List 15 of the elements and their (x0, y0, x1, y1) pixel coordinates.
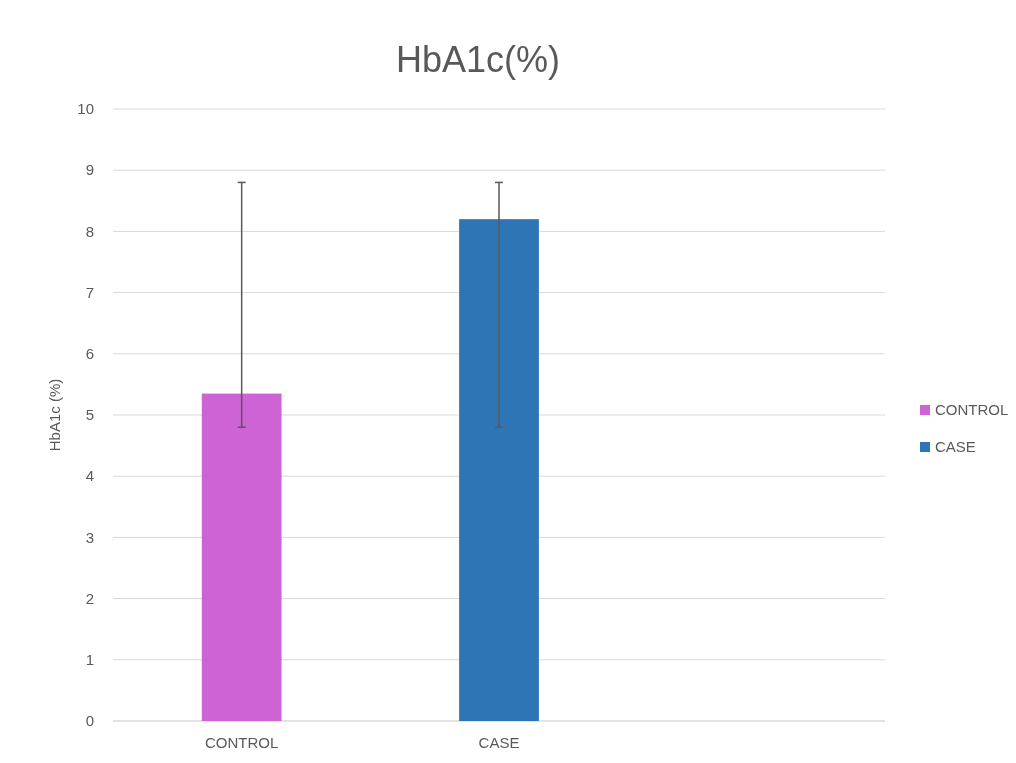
y-axis-title: HbA1c (%) (46, 378, 63, 452)
chart-title: HbA1c(%) (395, 39, 561, 80)
legend-label: CONTROL (935, 401, 1009, 419)
y-tick-label: 10 (77, 100, 94, 118)
legend-label: CASE (935, 438, 976, 456)
y-tick-label: 4 (85, 467, 94, 485)
y-tick-label: 2 (85, 589, 94, 607)
y-tick-label: 7 (85, 283, 94, 301)
y-tick-label: 0 (85, 712, 94, 730)
y-tick-label: 5 (85, 406, 94, 424)
y-tick-label: 6 (85, 345, 94, 363)
y-tick-label: 1 (85, 651, 94, 669)
y-tick-label: 8 (85, 222, 94, 240)
y-tick-label: 9 (85, 161, 94, 179)
y-tick-label: 3 (85, 528, 94, 546)
